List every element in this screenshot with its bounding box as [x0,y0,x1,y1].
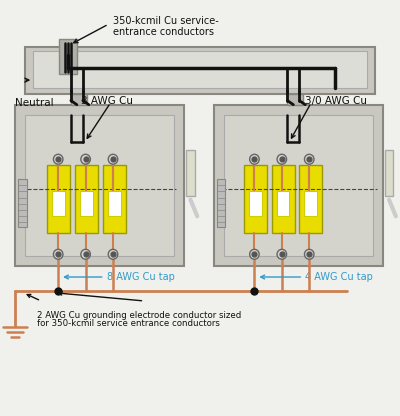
Text: 3/0 AWG Cu: 3/0 AWG Cu [305,96,367,106]
Bar [244,165,267,233]
Bar [385,150,394,196]
Bar [33,51,367,88]
Circle shape [54,154,63,164]
Bar [299,165,322,233]
Circle shape [81,154,90,164]
Circle shape [108,154,118,164]
Circle shape [108,249,118,259]
Bar [47,165,70,233]
Bar [186,150,195,196]
Bar [108,191,120,216]
Bar [249,191,262,216]
Bar [277,191,289,216]
Circle shape [81,249,90,259]
Text: 3 AWG Cu: 3 AWG Cu [81,96,133,106]
Bar [59,39,77,74]
Text: 350-kcmil Cu service-
entrance conductors: 350-kcmil Cu service- entrance conductor… [113,16,218,37]
Circle shape [304,154,314,164]
Bar [214,105,383,266]
Circle shape [277,249,286,259]
Bar [80,191,93,216]
Bar [304,191,317,216]
Circle shape [250,154,259,164]
Bar [71,94,87,105]
Circle shape [250,249,259,259]
Bar [75,165,98,233]
Bar [25,115,174,255]
Text: 8 AWG Cu tap: 8 AWG Cu tap [107,272,174,282]
Circle shape [54,249,63,259]
Bar [15,105,184,266]
Circle shape [277,154,286,164]
Bar [272,165,294,233]
Bar [224,115,373,255]
Bar [103,165,126,233]
Bar [25,47,375,94]
Circle shape [304,249,314,259]
Text: 2 AWG Cu grounding electrode conductor sized: 2 AWG Cu grounding electrode conductor s… [37,311,241,320]
Bar [217,179,226,227]
Text: 4 AWG Cu tap: 4 AWG Cu tap [305,272,373,282]
Bar [18,179,27,227]
Text: Neutral: Neutral [15,98,54,108]
Bar [52,191,65,216]
Bar [287,94,303,105]
Text: for 350-kcmil service entrance conductors: for 350-kcmil service entrance conductor… [37,319,220,328]
